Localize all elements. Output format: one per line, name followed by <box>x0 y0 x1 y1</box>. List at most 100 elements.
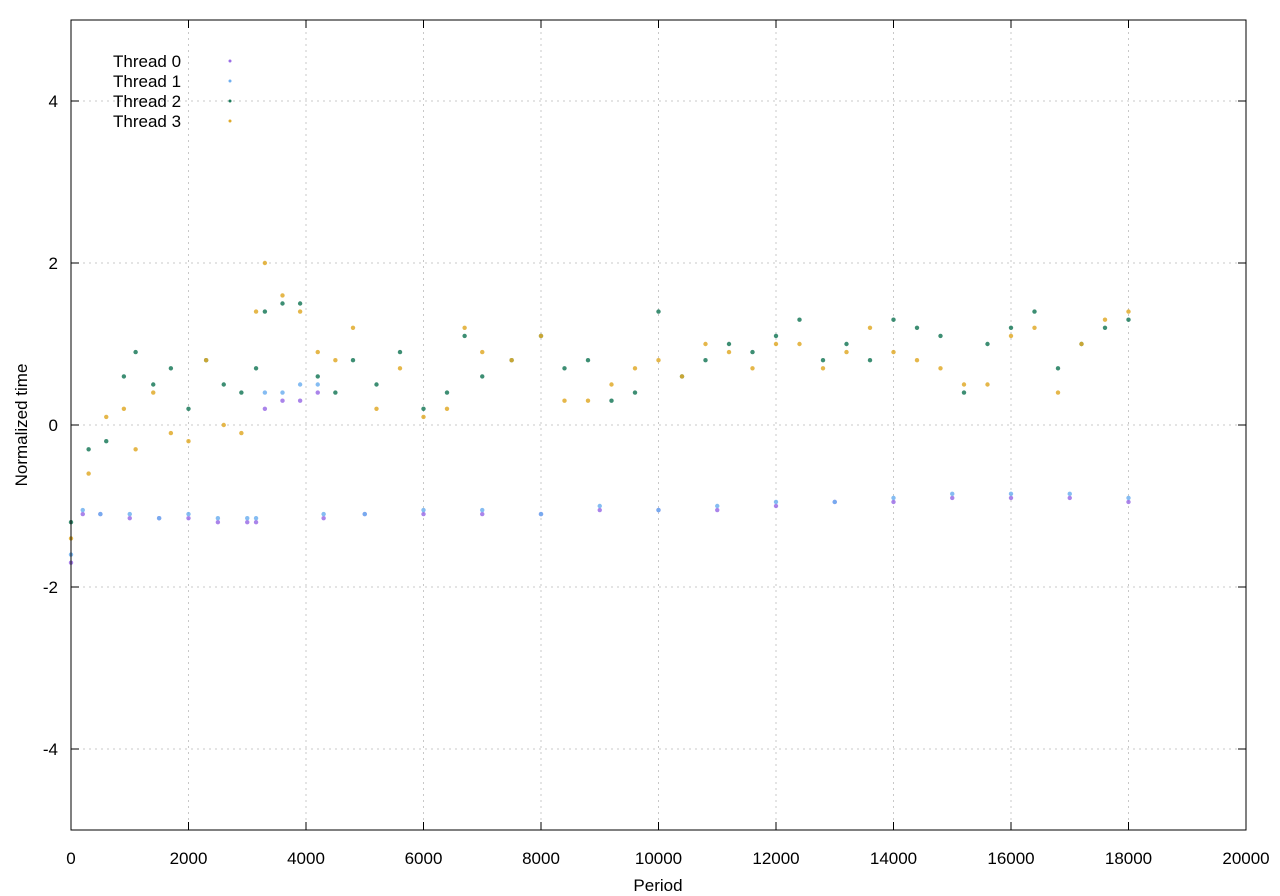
data-point <box>151 382 156 387</box>
data-point <box>245 515 250 521</box>
data-point <box>321 511 326 517</box>
data-point <box>374 382 379 387</box>
data-point <box>985 382 990 387</box>
y-tick-label: 4 <box>49 92 58 111</box>
data-point <box>1032 309 1037 314</box>
data-point <box>280 398 285 403</box>
data-point <box>1067 495 1072 501</box>
data-point <box>215 520 221 525</box>
data-point <box>186 406 191 411</box>
data-point <box>891 495 896 501</box>
data-point <box>253 520 259 525</box>
data-point <box>703 341 708 347</box>
data-point <box>726 349 732 355</box>
data-point <box>262 406 268 411</box>
x-tick-label: 14000 <box>870 849 917 868</box>
x-axis-title: Period <box>633 876 682 895</box>
data-point <box>844 349 849 355</box>
data-point <box>656 309 661 314</box>
data-point <box>444 390 450 395</box>
data-point <box>151 390 156 395</box>
data-point <box>938 333 943 339</box>
data-point <box>397 349 403 355</box>
y-tick-label: -4 <box>43 740 58 759</box>
data-point <box>297 398 303 403</box>
data-point <box>374 406 379 411</box>
data-point <box>80 507 85 513</box>
x-tick-label: 0 <box>66 849 75 868</box>
data-point <box>121 406 127 411</box>
data-point <box>715 503 720 509</box>
data-point <box>133 349 138 355</box>
data-point <box>104 439 109 444</box>
data-point <box>1079 341 1084 347</box>
data-point <box>221 422 226 428</box>
x-tick-label: 18000 <box>1105 849 1152 868</box>
data-point <box>98 511 103 517</box>
data-point <box>632 390 638 395</box>
data-point <box>1008 325 1014 330</box>
data-point <box>480 511 485 517</box>
data-point <box>656 358 661 363</box>
data-point <box>950 491 955 497</box>
data-point <box>215 515 221 521</box>
data-point <box>156 515 162 521</box>
data-point <box>297 301 303 306</box>
data-point <box>609 398 614 403</box>
data-point <box>1008 333 1014 339</box>
data-point <box>297 382 303 387</box>
legend-marker <box>228 99 232 103</box>
data-point <box>104 414 109 420</box>
data-point <box>773 333 779 339</box>
data-point <box>121 374 127 379</box>
data-point <box>1008 491 1014 497</box>
grid <box>71 20 1246 830</box>
x-tick-label: 16000 <box>987 849 1034 868</box>
data-point <box>1055 390 1061 395</box>
data-point <box>726 341 732 347</box>
data-point <box>820 366 826 371</box>
data-point <box>253 515 259 521</box>
data-point <box>253 366 259 371</box>
data-point <box>797 341 802 347</box>
data-point <box>421 511 426 517</box>
data-point <box>315 374 320 379</box>
x-tick-label: 20000 <box>1222 849 1269 868</box>
data-point <box>239 430 244 436</box>
data-point <box>820 358 826 363</box>
data-point <box>538 511 544 517</box>
data-point <box>961 390 967 395</box>
data-point <box>86 471 91 476</box>
data-point <box>362 511 367 517</box>
data-point <box>715 507 720 513</box>
data-point <box>421 414 426 420</box>
x-tick-label: 12000 <box>752 849 799 868</box>
y-axis-title: Normalized time <box>12 364 31 487</box>
data-point <box>1126 499 1131 505</box>
x-tick-label: 4000 <box>287 849 325 868</box>
data-point <box>186 511 191 517</box>
y-tick-label: -2 <box>43 578 58 597</box>
data-point <box>597 503 602 509</box>
data-point <box>297 309 303 314</box>
data-point <box>891 499 896 505</box>
data-point <box>186 515 191 521</box>
data-point <box>280 301 285 306</box>
data-point <box>462 325 467 330</box>
data-point <box>480 349 485 355</box>
data-point <box>350 325 356 330</box>
data-point <box>480 374 485 379</box>
y-tick-label: 2 <box>49 254 58 273</box>
data-point <box>797 317 802 322</box>
data-point <box>1102 325 1108 330</box>
data-point <box>421 507 426 513</box>
data-point <box>262 260 268 266</box>
series-3 <box>68 260 1131 541</box>
data-point <box>585 358 591 363</box>
data-point <box>321 515 326 521</box>
data-point <box>168 430 174 436</box>
data-point <box>891 349 896 355</box>
data-point <box>938 366 943 371</box>
